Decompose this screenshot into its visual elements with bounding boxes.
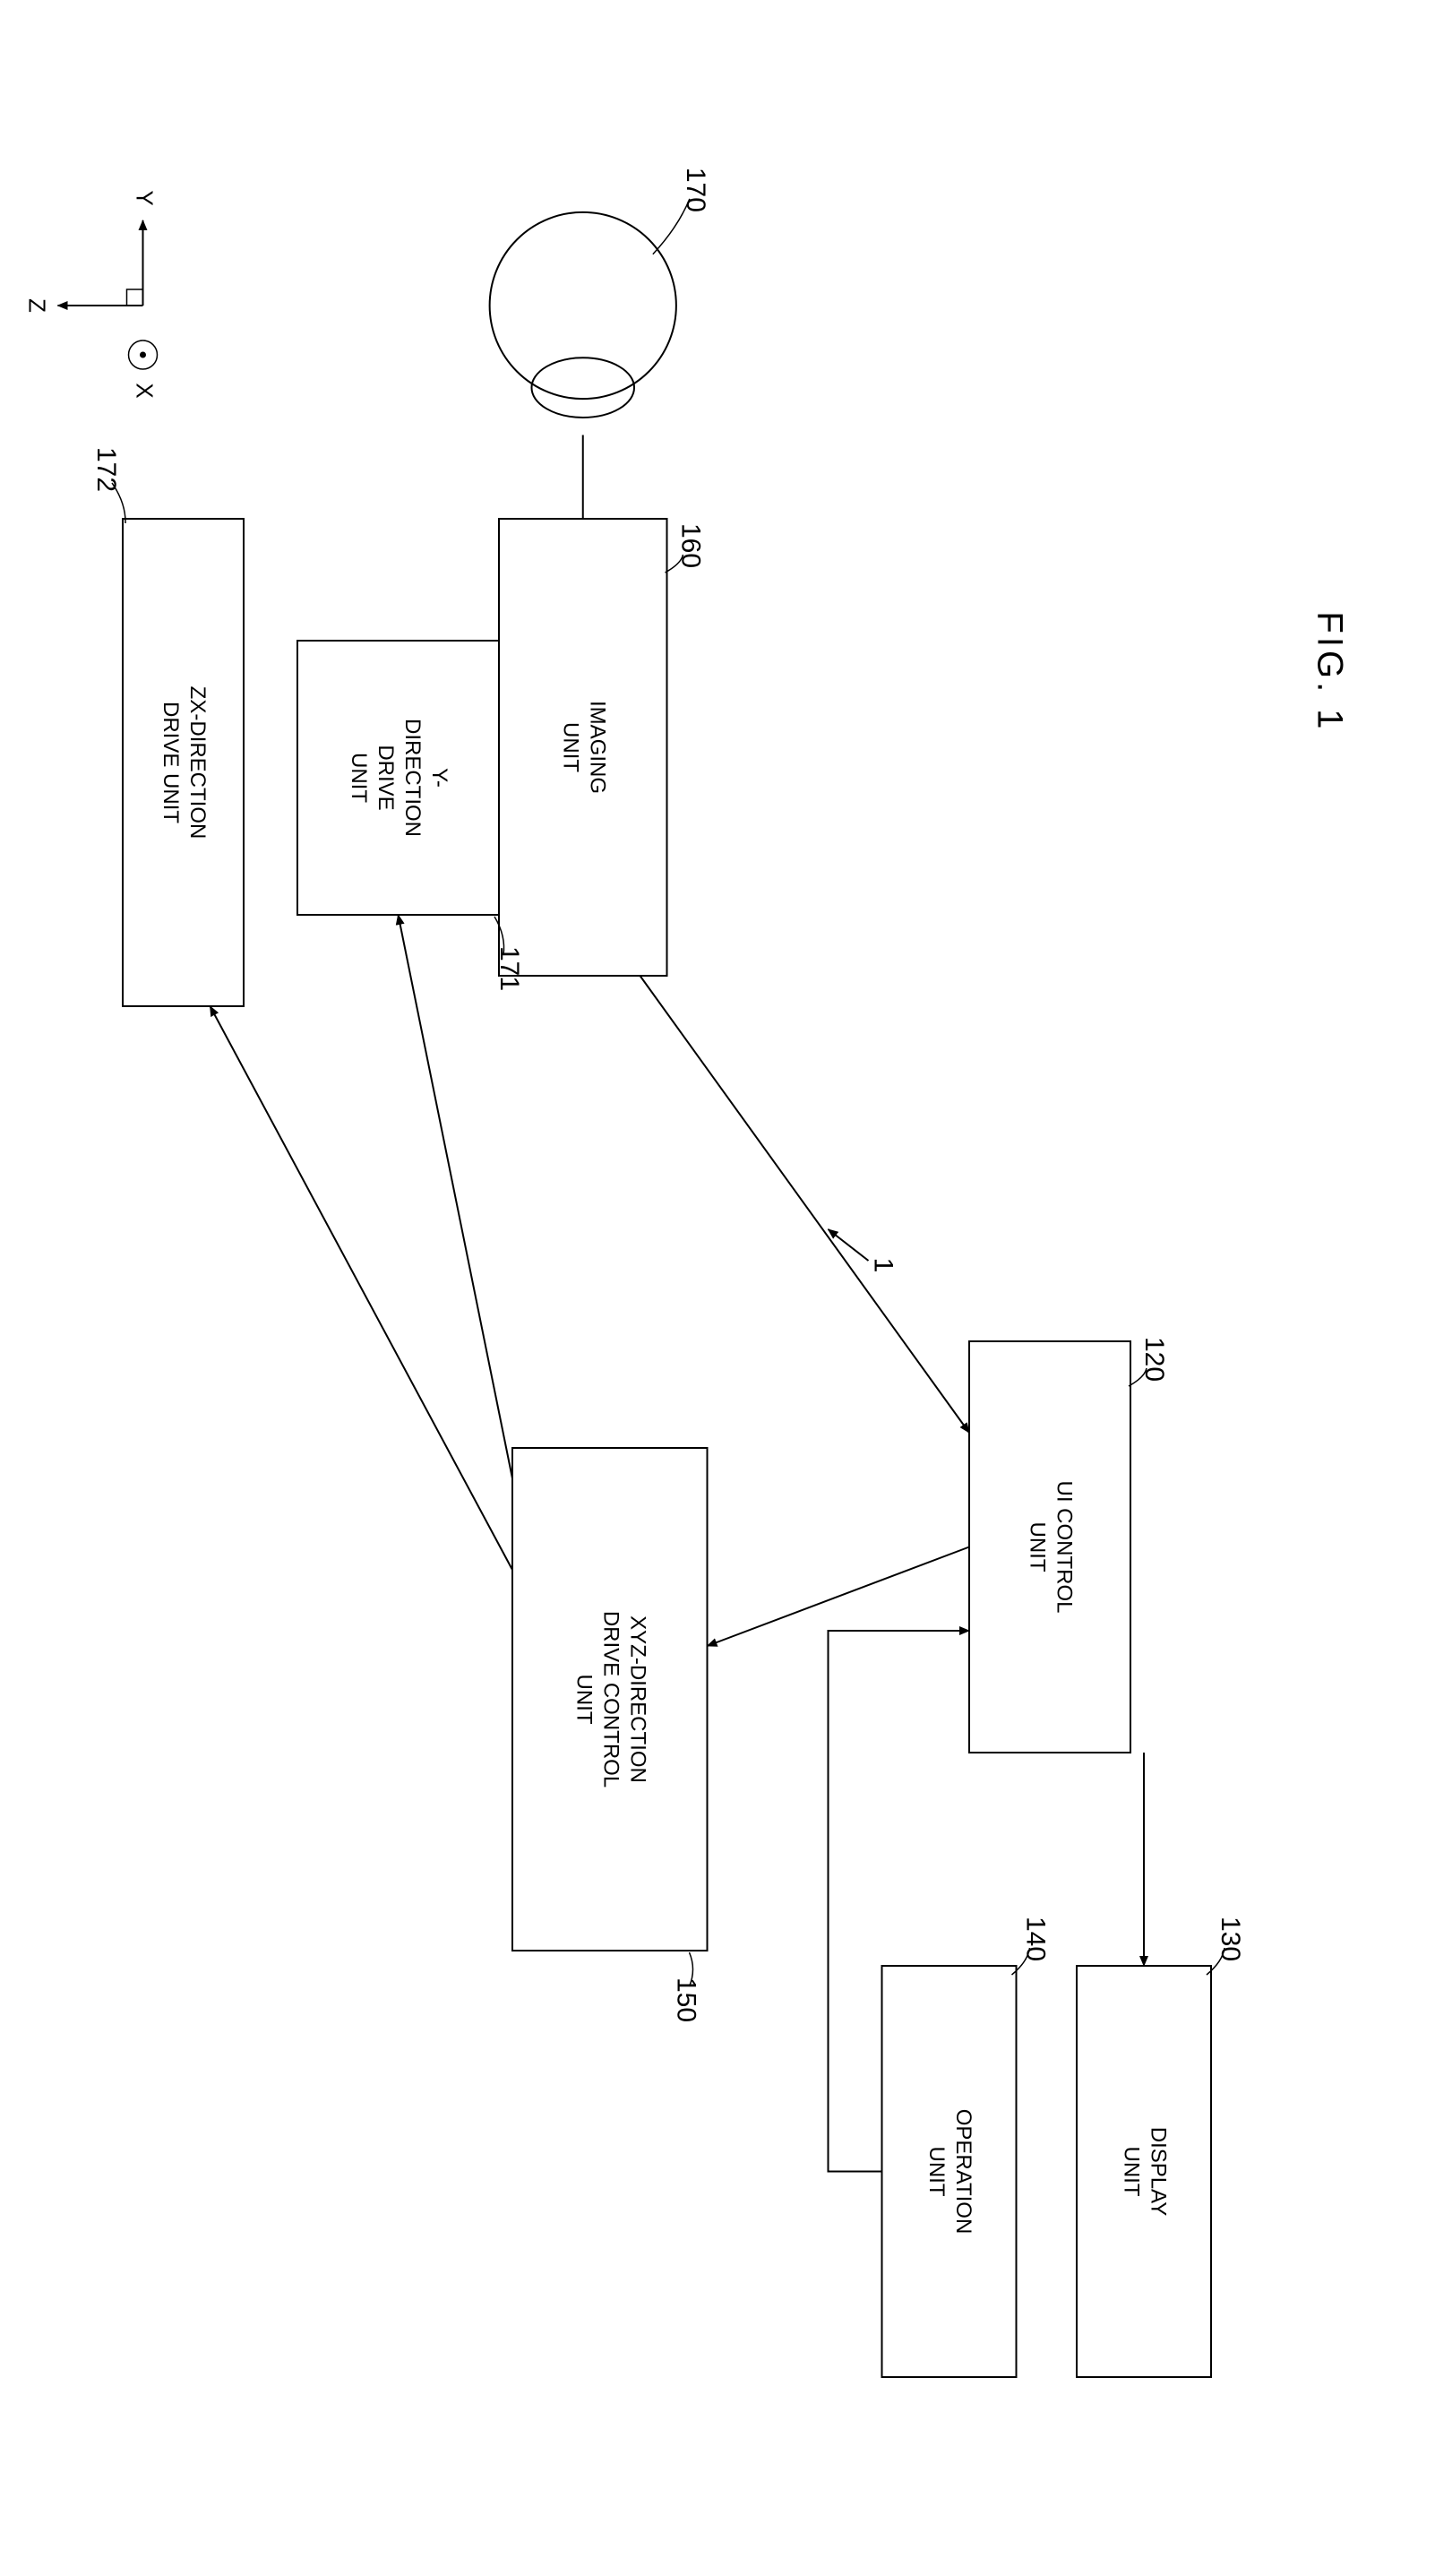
node-ydrive-label: DIRECTION bbox=[400, 719, 425, 837]
edge-imaging-uicontrol bbox=[640, 976, 970, 1433]
node-zxdrive-label: DRIVE UNIT bbox=[159, 702, 183, 823]
node-imaging-label: IMAGING bbox=[585, 701, 609, 794]
node-xyz-label: XYZ-DIRECTION bbox=[625, 1615, 649, 1783]
node-ydrive-label: Y- bbox=[427, 768, 451, 788]
eye-lens bbox=[531, 358, 634, 418]
node-operation-label: UNIT bbox=[924, 2147, 949, 2197]
axis-z-label: Z bbox=[24, 298, 51, 313]
node-uicontrol-label: UI CONTROL bbox=[1053, 1480, 1077, 1613]
edge-xyz-ydrive bbox=[399, 915, 513, 1478]
node-ydrive-label: DRIVE bbox=[374, 745, 398, 810]
ref-172: 172 bbox=[91, 447, 121, 492]
node-operation-label: OPERATION bbox=[951, 2109, 975, 2235]
node-display-label: UNIT bbox=[1120, 2147, 1144, 2197]
edge-operation-uicontrol bbox=[829, 1631, 970, 2172]
node-ydrive-label: UNIT bbox=[347, 753, 371, 803]
node-display-label: DISPLAY bbox=[1147, 2127, 1171, 2217]
edge-xyz-zxdrive bbox=[211, 1006, 513, 1570]
axis-x-label: X bbox=[132, 383, 159, 398]
ref-170: 170 bbox=[681, 168, 710, 212]
node-xyz-label: UNIT bbox=[571, 1675, 596, 1725]
node-xyz-label: DRIVE CONTROL bbox=[598, 1611, 623, 1788]
ref-171: 171 bbox=[494, 946, 524, 991]
node-zxdrive-label: ZX-DIRECTION bbox=[185, 686, 210, 840]
axis-x-dot bbox=[140, 352, 146, 358]
eye-shape bbox=[490, 212, 676, 399]
ref-130: 130 bbox=[1216, 1917, 1245, 1961]
figure-title: FIG. 1 bbox=[1310, 611, 1349, 732]
node-uicontrol-label: UNIT bbox=[1026, 1522, 1050, 1572]
node-imaging-label: UNIT bbox=[558, 722, 582, 772]
ref-150: 150 bbox=[672, 1977, 701, 2022]
axis-right-angle bbox=[127, 289, 143, 306]
ref-140: 140 bbox=[1021, 1917, 1051, 1961]
axis-y-label: Y bbox=[132, 190, 159, 205]
ref-1: 1 bbox=[869, 1258, 898, 1273]
